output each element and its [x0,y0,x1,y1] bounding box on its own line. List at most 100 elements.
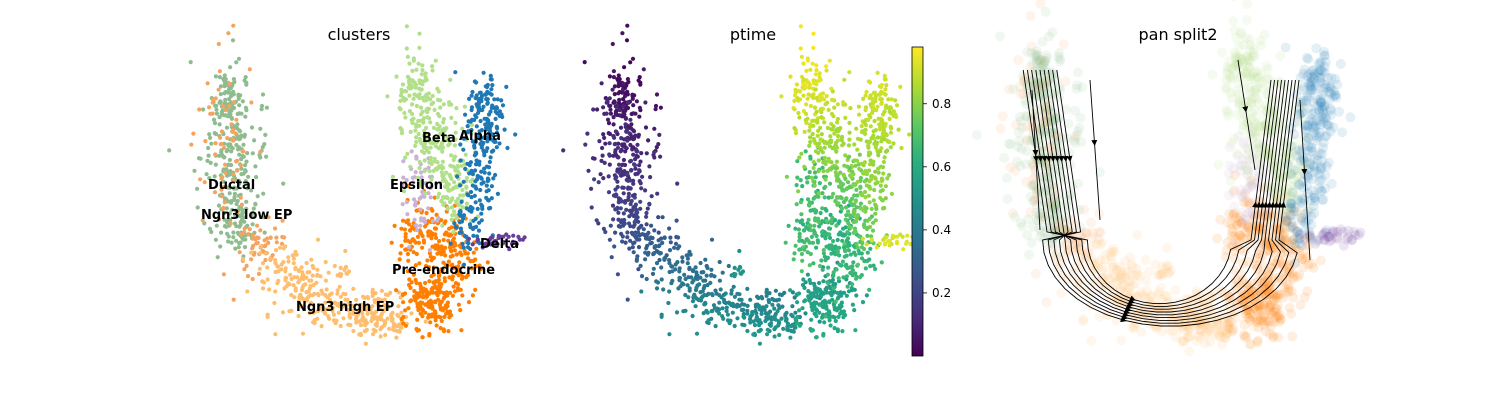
cell-point [636,230,641,235]
cell-point [311,310,316,315]
cell-point [255,194,260,199]
cell-point [839,304,844,309]
cell-point [418,207,423,212]
cell-point [600,145,605,151]
cell-point [750,310,755,315]
cell-point [414,139,419,145]
cluster-label-beta: Beta [422,131,456,146]
cell-point [464,275,469,280]
cell-point [854,241,859,246]
cell-point [273,261,278,266]
cell-point [859,192,864,197]
cell-point [857,251,862,256]
cell-point [429,206,434,212]
cell-point [657,257,662,263]
cell-point [219,129,224,134]
cell-point [646,138,651,143]
cell-point [351,286,356,291]
cell-point [764,304,769,309]
cell-point [220,108,225,113]
cell-point [1315,255,1326,266]
cell-point [481,104,486,109]
cell-point [634,153,639,158]
cell-point [837,219,842,224]
cell-point [698,290,703,295]
cell-point [1287,331,1298,342]
cell-point [638,181,643,186]
cell-point [474,151,479,156]
cell-point [446,259,451,264]
cell-point [690,268,696,273]
cell-point [871,198,876,203]
cell-point [438,131,443,136]
cell-point [646,250,651,255]
cell-point [811,165,816,171]
cell-point [608,111,614,116]
cell-point [237,241,242,246]
cell-point [502,127,507,132]
cell-point [469,122,474,128]
cell-point [1163,267,1174,278]
cell-point [617,89,622,95]
cell-point [816,158,821,163]
cell-point [613,129,619,134]
cell-point [213,152,218,157]
cell-point [494,145,499,150]
cell-point [394,288,399,293]
cell-point [788,335,793,340]
cell-point [235,122,240,127]
cell-point [407,81,412,86]
cell-point [795,96,800,101]
cell-point [231,100,237,105]
cell-point [454,199,459,204]
cell-point [1229,201,1239,212]
cell-point [862,189,868,195]
cell-point [489,87,494,92]
cell-point [881,159,887,165]
cell-point [810,291,815,296]
cell-point [451,236,457,241]
cell-point [260,286,266,291]
cell-point [265,265,270,270]
cell-point [421,294,426,299]
cell-point [220,175,225,180]
cell-point [817,191,822,196]
cell-point [844,187,849,192]
cell-point [884,132,889,138]
cell-point [474,186,479,191]
cell-point [811,81,817,86]
cell-point [800,282,806,288]
cell-point [827,181,833,186]
cell-point [489,92,494,97]
cell-point [585,131,590,136]
cell-point [691,294,697,299]
cell-point [833,143,838,148]
cell-point [446,329,451,334]
cell-point [258,251,263,256]
cell-point [372,300,378,305]
cell-point [874,245,879,250]
cell-point [852,158,857,163]
cell-point [243,163,248,168]
cell-point [709,273,714,278]
cell-point [723,291,728,296]
cell-point [616,200,621,205]
cell-point [223,170,228,175]
cell-point [867,95,872,101]
cell-point [616,217,621,222]
cell-point [479,218,484,223]
cell-point [735,302,740,307]
cell-point [419,72,424,77]
cell-point [806,217,811,222]
cell-point [827,58,832,63]
cell-point [202,180,207,185]
cell-point [326,306,331,311]
cell-point [856,234,862,239]
cell-point [261,280,267,285]
cell-point [459,276,465,281]
cell-point [310,273,315,278]
cell-point [971,130,982,141]
cell-point [452,143,457,148]
cell-point [501,234,506,239]
cell-point [656,142,661,147]
